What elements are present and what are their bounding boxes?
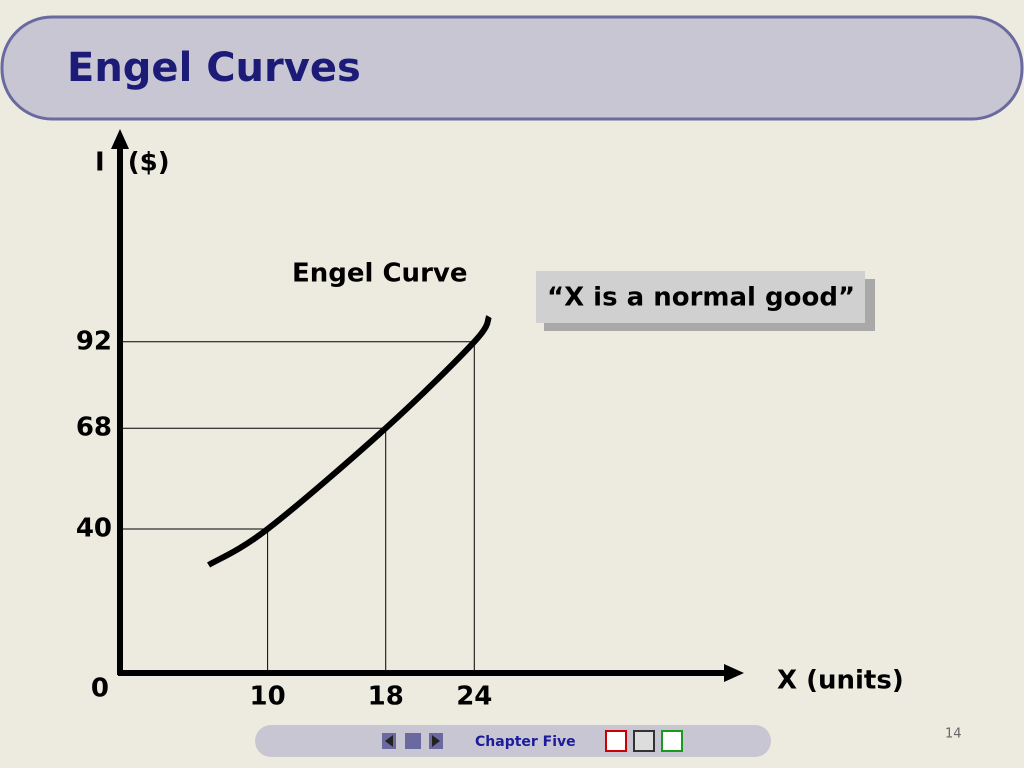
y-axis-arrow	[111, 129, 129, 149]
slide-title: Engel Curves	[67, 45, 361, 91]
x-tick-label: 24	[456, 682, 492, 712]
y-tick-label: 92	[76, 326, 112, 356]
annotation-box	[536, 271, 865, 323]
return-button[interactable]	[405, 733, 421, 749]
title-band	[0, 15, 1024, 121]
y-tick-label: 68	[76, 413, 112, 443]
x-axis-arrow	[724, 664, 744, 682]
info-button[interactable]	[633, 730, 655, 752]
engel-curve	[207, 315, 492, 568]
next-icon	[432, 735, 440, 747]
chapter-label: Chapter Five	[475, 734, 576, 750]
x-tick-label: 10	[250, 682, 286, 712]
y-axis-label: I ($)	[95, 148, 170, 178]
page-number: 14	[945, 727, 962, 742]
annotation: “X is a normal good”	[547, 283, 855, 313]
prev-icon	[385, 735, 393, 747]
x-tick-label: 0	[91, 674, 109, 704]
y-tick-label: 40	[76, 514, 112, 544]
exit-button[interactable]	[661, 730, 683, 752]
x-axis-label: X (units)	[777, 666, 904, 696]
series-label: Engel Curve	[292, 259, 467, 289]
home-button[interactable]	[605, 730, 627, 752]
x-tick-label: 18	[368, 682, 404, 712]
